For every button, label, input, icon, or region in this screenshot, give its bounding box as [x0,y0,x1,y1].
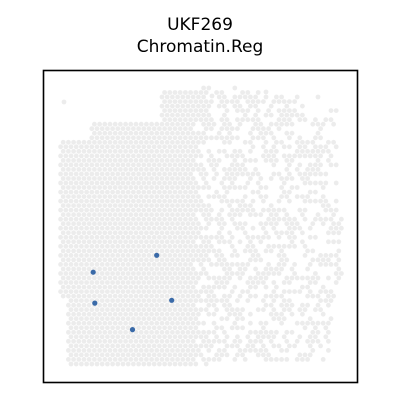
data-point [92,300,98,306]
plot-frame [42,69,359,384]
data-point [90,269,96,275]
chart-title-line-2: Chromatin.Reg [136,37,264,57]
data-point [169,297,175,303]
background-spots [58,85,344,367]
chart-title-line-1: UKF269 [167,15,233,35]
data-point [154,252,160,258]
data-point [129,327,136,333]
